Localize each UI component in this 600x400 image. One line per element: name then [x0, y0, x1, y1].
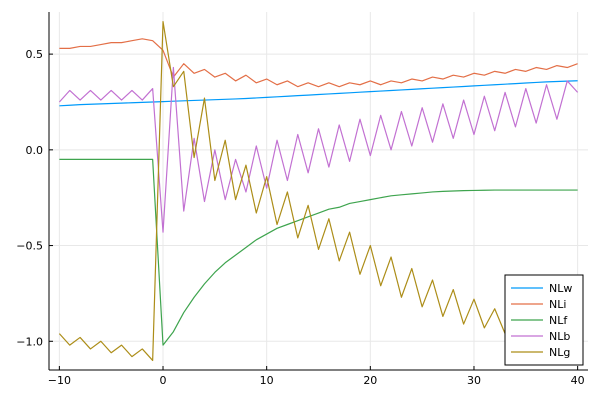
legend-label-nlg: NLg [549, 346, 570, 359]
legend-label-nlb: NLb [549, 330, 570, 343]
series-line-nli [59, 38, 578, 88]
x-tick-label: 20 [363, 374, 377, 387]
y-tick-label: 0.0 [26, 144, 44, 157]
legend-label-nli: NLi [549, 298, 566, 311]
x-tick-label: 0 [160, 374, 167, 387]
y-tick-label: −0.5 [16, 240, 43, 253]
legend-label-nlw: NLw [549, 282, 572, 295]
series-line-nlf [59, 158, 578, 346]
y-tick-label: −1.0 [16, 335, 43, 348]
series-line-nlw [59, 80, 578, 107]
series-line-nlb [58, 66, 579, 233]
series-lines [58, 20, 579, 362]
x-tick-label: −10 [48, 374, 71, 387]
grid [49, 12, 588, 370]
x-tick-label: 40 [571, 374, 585, 387]
x-tick-label: 10 [260, 374, 274, 387]
legend: NLw NLi NLf NLb NLg [504, 274, 584, 366]
legend-label-nlf: NLf [549, 314, 568, 327]
x-tick-label: 30 [467, 374, 481, 387]
y-tick-label: 0.5 [26, 48, 44, 61]
axes: −10 0 10 20 30 40 −1.0 −0.5 0.0 0.5 [16, 12, 588, 387]
series-line-nlg [58, 20, 579, 362]
